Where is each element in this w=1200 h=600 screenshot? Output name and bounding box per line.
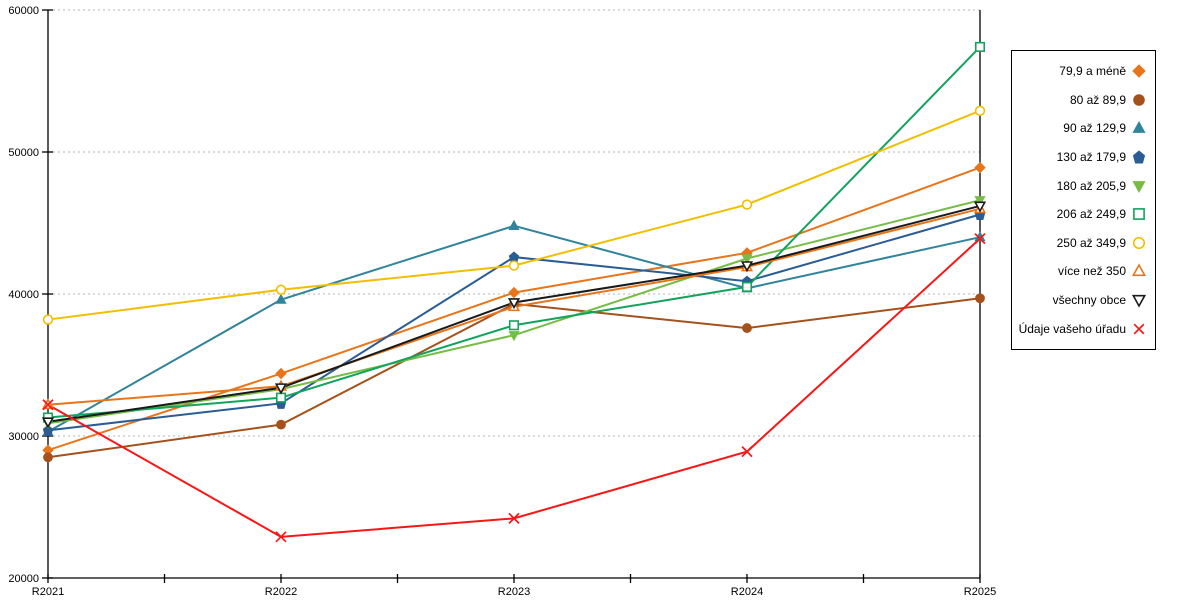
- series-marker: [275, 293, 287, 304]
- series-marker: [507, 298, 521, 310]
- series-marker: [741, 199, 753, 210]
- marker-shape: [1133, 94, 1145, 106]
- series-marker: [741, 254, 753, 265]
- y-tick-label: 20000: [8, 573, 39, 585]
- series-marker: [275, 367, 287, 380]
- marker-shape: [1131, 294, 1147, 308]
- series-marker: [508, 320, 520, 331]
- marker-shape: [1132, 236, 1146, 249]
- series-line: [47, 46, 981, 419]
- legend-marker-icon: [1133, 94, 1145, 106]
- legend-item: 90 až 129,9: [1014, 117, 1147, 139]
- x-tick-label: R2021: [32, 586, 64, 598]
- legend-item: 130 až 179,9: [1014, 146, 1147, 168]
- marker-shape: [1132, 180, 1146, 193]
- series-marker: [741, 281, 753, 292]
- series-marker: [974, 233, 986, 245]
- legend-item-label: 80 až 89,9: [1069, 92, 1126, 107]
- series-marker: [276, 419, 286, 430]
- series-marker: [41, 417, 55, 429]
- series-marker: [974, 41, 986, 52]
- series-line: [47, 199, 981, 425]
- legend-item: 206 až 249,9: [1014, 203, 1147, 225]
- series-marker: [508, 219, 520, 230]
- series-marker: [275, 284, 287, 295]
- series-marker: [42, 314, 54, 325]
- series-marker: [508, 260, 520, 271]
- legend-item-label: všechny obce: [1052, 293, 1126, 308]
- y-tick-label: 30000: [8, 431, 39, 443]
- legend-marker-icon: [1131, 294, 1147, 308]
- y-tick-label: 60000: [8, 5, 39, 17]
- series-line: [47, 204, 981, 423]
- legend-item-label: 90 až 129,9: [1063, 121, 1126, 136]
- y-tick-label: 50000: [8, 147, 39, 159]
- legend-item-label: 79,9 a méně: [1059, 64, 1126, 79]
- legend-marker-icon: [1131, 263, 1147, 277]
- legend-item-label: Údaje vašeho úřadu: [1018, 321, 1126, 336]
- legend-item: 250 až 349,9: [1014, 232, 1147, 254]
- series-marker: [508, 286, 520, 299]
- legend-marker-icon: [1132, 121, 1146, 134]
- marker-shape: [1132, 64, 1146, 79]
- legend-item: 180 až 205,9: [1014, 175, 1147, 197]
- x-tick-label: R2025: [964, 586, 996, 598]
- marker-shape: [1133, 208, 1145, 221]
- legend-item: více než 350: [1014, 260, 1147, 282]
- series-line: [47, 237, 981, 538]
- legend-item: všechny obce: [1014, 289, 1147, 311]
- series-marker: [275, 392, 287, 403]
- marker-shape: [1132, 150, 1146, 164]
- legend-item-label: 130 až 179,9: [1056, 150, 1126, 165]
- legend-marker-icon: [1132, 236, 1146, 249]
- series-marker: [974, 196, 986, 207]
- series-marker: [43, 452, 53, 463]
- series-marker: [508, 331, 520, 342]
- series-marker: [42, 424, 54, 436]
- marker-shape: [1132, 121, 1146, 134]
- series-marker: [974, 105, 986, 117]
- y-tick-label: 40000: [8, 289, 39, 301]
- legend-item: Údaje vašeho úřadu: [1014, 318, 1147, 340]
- legend: 79,9 a méně 80 až 89,9 90 až 129,9 130 až 1…: [1011, 50, 1156, 350]
- marker-shape: [1131, 263, 1147, 277]
- legend-marker-icon: [1132, 150, 1146, 164]
- series-marker: [275, 531, 287, 543]
- marker-shape: [1133, 323, 1145, 335]
- x-tick-label: R2024: [731, 586, 763, 598]
- series-marker: [973, 201, 987, 213]
- legend-marker-icon: [1133, 323, 1145, 335]
- legend-item-label: 250 až 349,9: [1056, 235, 1126, 250]
- legend-marker-icon: [1132, 64, 1146, 79]
- legend-item-label: 180 až 205,9: [1056, 178, 1126, 193]
- series-marker: [974, 161, 986, 174]
- x-tick-label: R2022: [265, 586, 297, 598]
- legend-item: 79,9 a méně: [1014, 60, 1147, 82]
- series-marker: [975, 293, 985, 304]
- series-marker: [740, 261, 754, 273]
- series-marker: [742, 323, 752, 333]
- legend-item-label: více než 350: [1057, 264, 1126, 279]
- legend-item-label: 206 až 249,9: [1056, 207, 1126, 222]
- x-tick-label: R2023: [498, 586, 530, 598]
- legend-marker-icon: [1132, 180, 1146, 193]
- legend-marker-icon: [1133, 208, 1145, 221]
- series-marker: [42, 399, 54, 411]
- series-marker: [274, 383, 288, 395]
- series-marker: [508, 512, 520, 524]
- series-marker: [741, 446, 753, 458]
- legend-item: 80 až 89,9: [1014, 89, 1147, 111]
